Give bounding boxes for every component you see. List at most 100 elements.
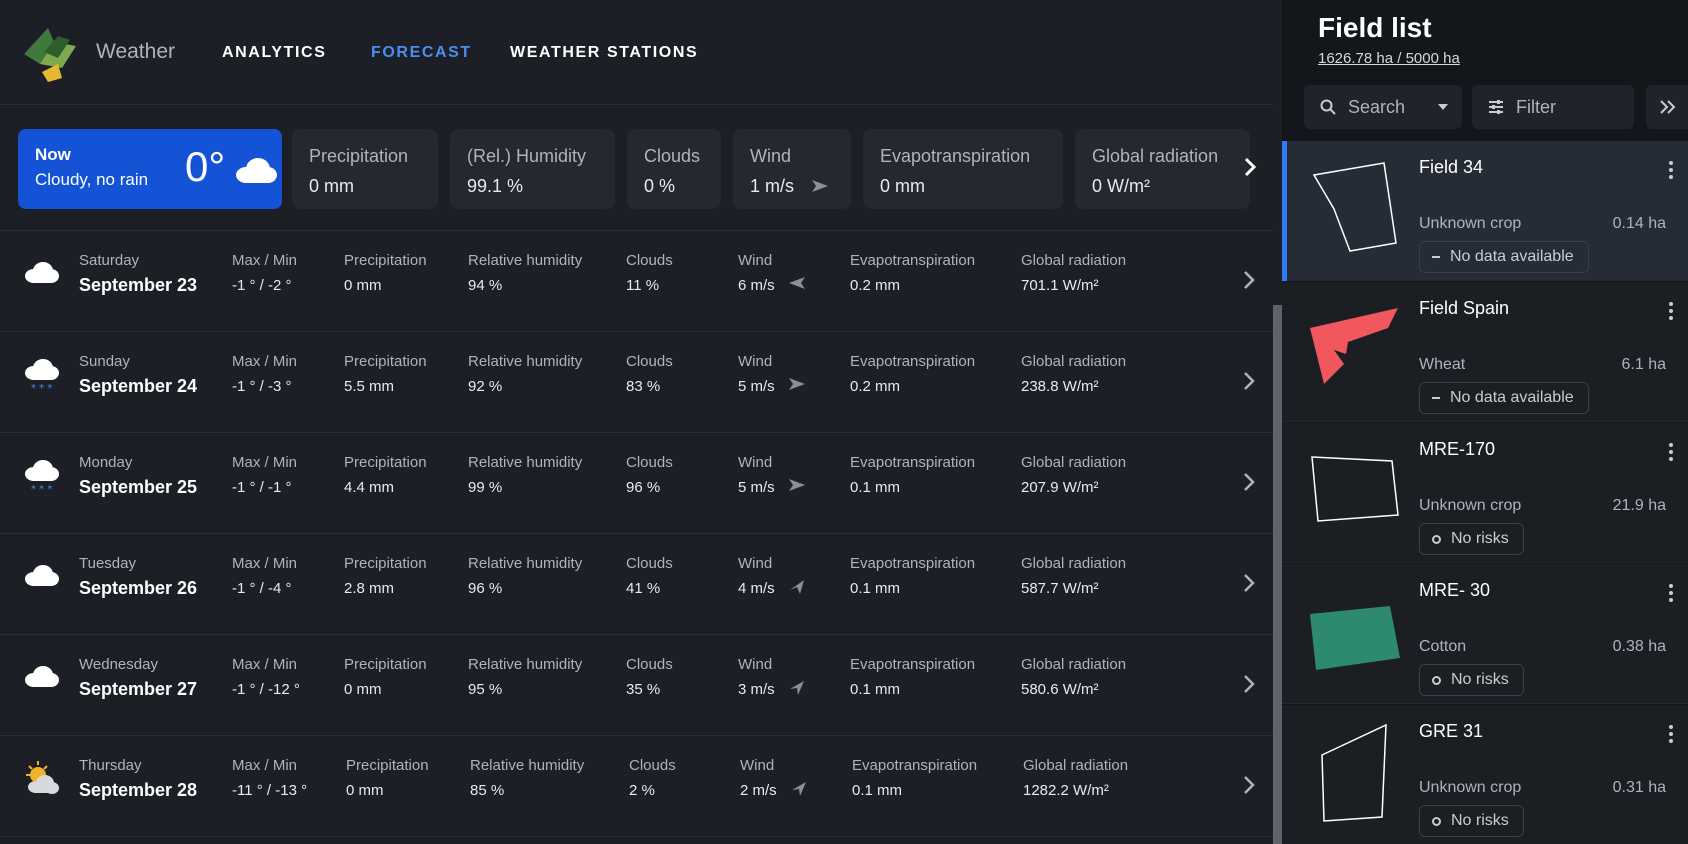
wind-value: 5 m/s xyxy=(738,378,775,395)
humidity-label: Relative humidity xyxy=(468,353,583,370)
forecast-date: September 25 xyxy=(79,477,198,497)
wind-label: Wind xyxy=(740,757,775,774)
forecast-row[interactable]: Wednesday September 27 Max / Min -1 ° / … xyxy=(0,636,1273,736)
precipitation-label: Precipitation xyxy=(344,656,427,673)
card-label: Wind xyxy=(750,146,792,166)
field-item[interactable]: MRE- 30 Cotton 0.38 ha No risks xyxy=(1282,564,1688,704)
field-crop: Wheat xyxy=(1419,356,1466,373)
forecast-day: Monday xyxy=(79,454,133,471)
forecast-row[interactable]: Thursday September 28 Max / Min -11 ° / … xyxy=(0,737,1273,837)
field-item[interactable]: Field Spain Wheat 6.1 ha No data availab… xyxy=(1282,282,1688,422)
maxmin-value: -1 ° / -3 ° xyxy=(232,378,292,395)
radiation-value: 587.7 W/m² xyxy=(1021,580,1099,597)
chevron-right-icon[interactable] xyxy=(1243,472,1255,492)
forecast-row[interactable]: * * * Sunday September 24 Max / Min -1 °… xyxy=(0,333,1273,433)
app-title: Weather xyxy=(96,40,175,63)
now-card[interactable]: Now Cloudy, no rain 0° xyxy=(18,129,282,209)
chevron-right-icon[interactable] xyxy=(1243,674,1255,694)
precipitation-value: 5.5 mm xyxy=(344,378,395,395)
now-temperature: 0° xyxy=(185,143,226,190)
snow-cloud-icon: * * * xyxy=(25,460,59,495)
radiation-value: 1282.2 W/m² xyxy=(1023,782,1109,799)
app-logo xyxy=(24,28,76,82)
card-label: Global radiation xyxy=(1092,146,1219,166)
field-size: 0.14 ha xyxy=(1612,215,1666,232)
chevron-right-icon[interactable] xyxy=(1243,775,1255,795)
humidity-card: (Rel.) Humidity 99.1 % xyxy=(450,129,615,209)
forecast-row[interactable]: Tuesday September 26 Max / Min -1 ° / -4… xyxy=(0,535,1273,635)
field-item[interactable]: Field 34 Unknown crop 0.14 ha No data av… xyxy=(1282,141,1688,281)
radiation-label: Global radiation xyxy=(1023,757,1129,774)
forecast-date: September 24 xyxy=(79,376,198,396)
forecast-day: Tuesday xyxy=(79,555,136,572)
chevron-right-icon[interactable] xyxy=(1243,573,1255,593)
scrollbar-track xyxy=(1273,0,1282,305)
chevron-right-icon[interactable] xyxy=(1243,270,1255,290)
status-text: No data available xyxy=(1450,248,1574,265)
precipitation-value: 4.4 mm xyxy=(344,479,395,496)
radiation-value: 207.9 W/m² xyxy=(1021,479,1099,496)
cloud-icon xyxy=(25,666,59,687)
evapotranspiration-value: 0.1 mm xyxy=(850,681,901,698)
sun-cloud-icon xyxy=(26,761,59,794)
humidity-value: 85 % xyxy=(470,782,505,799)
cloud-icon xyxy=(25,262,59,283)
cloud-icon xyxy=(236,158,277,183)
field-shape xyxy=(1312,162,1397,252)
evapotranspiration-value: 0.1 mm xyxy=(850,479,901,496)
dash-icon xyxy=(1432,256,1440,258)
forecast-day: Thursday xyxy=(79,757,142,774)
chevron-right-icon[interactable] xyxy=(1243,371,1255,391)
wind-label: Wind xyxy=(738,252,773,269)
humidity-value: 96 % xyxy=(468,580,503,597)
radiation-value: 580.6 W/m² xyxy=(1021,681,1099,698)
field-list-panel: Field list 1626.78 ha / 5000 ha Search F… xyxy=(1282,0,1688,844)
filter-button[interactable]: Filter xyxy=(1472,85,1634,129)
field-area-total[interactable]: 1626.78 ha / 5000 ha xyxy=(1318,50,1460,67)
tab-analytics[interactable]: ANALYTICS xyxy=(222,44,327,61)
scrollbar-thumb[interactable] xyxy=(1273,305,1282,844)
wind-value: 4 m/s xyxy=(738,580,775,597)
maxmin-value: -1 ° / -4 ° xyxy=(232,580,292,597)
search-icon xyxy=(1320,99,1336,115)
more-options-icon[interactable] xyxy=(1668,161,1674,183)
precipitation-value: 0 mm xyxy=(346,782,384,799)
card-value: 0 mm xyxy=(880,176,925,196)
weather-panel: Weather ANALYTICS FORECAST WEATHER STATI… xyxy=(0,28,1273,837)
radiation-label: Global radiation xyxy=(1021,555,1127,572)
forecast-row[interactable]: Saturday September 23 Max / Min -1 ° / -… xyxy=(0,232,1273,332)
clouds-label: Clouds xyxy=(629,757,676,774)
current-weather-summary: Now Cloudy, no rain 0° Precipitation 0 m… xyxy=(0,106,1273,231)
tab-weather-stations[interactable]: WEATHER STATIONS xyxy=(510,44,699,61)
collapse-panel-button[interactable] xyxy=(1646,85,1688,129)
field-size: 21.9 ha xyxy=(1612,497,1666,514)
more-options-icon[interactable] xyxy=(1668,443,1674,465)
radiation-label: Global radiation xyxy=(1021,454,1127,471)
more-options-icon[interactable] xyxy=(1668,302,1674,324)
chevron-right-icon[interactable] xyxy=(1243,156,1257,178)
maxmin-label: Max / Min xyxy=(232,252,298,269)
wind-card: Wind 1 m/s xyxy=(733,129,851,209)
search-dropdown[interactable]: Search xyxy=(1304,85,1462,129)
forecast-date: September 23 xyxy=(79,275,198,295)
more-options-icon[interactable] xyxy=(1668,725,1674,747)
now-condition: Cloudy, no rain xyxy=(35,170,149,189)
humidity-value: 99 % xyxy=(468,479,503,496)
tab-forecast[interactable]: FORECAST xyxy=(371,44,472,61)
wind-label: Wind xyxy=(738,656,773,673)
field-crop: Cotton xyxy=(1419,638,1467,655)
status-badge: No risks xyxy=(1419,805,1524,837)
circle-icon xyxy=(1432,675,1441,685)
status-badge: No data available xyxy=(1419,382,1589,414)
evapotranspiration-value: 0.2 mm xyxy=(850,378,901,395)
more-options-icon[interactable] xyxy=(1668,584,1674,606)
field-item[interactable]: MRE-170 Unknown crop 21.9 ha No risks xyxy=(1282,423,1688,563)
wind-value: 5 m/s xyxy=(738,479,775,496)
card-value: 1 m/s xyxy=(750,176,795,196)
evapotranspiration-label: Evapotranspiration xyxy=(850,555,976,572)
precipitation-label: Precipitation xyxy=(346,757,429,774)
maxmin-label: Max / Min xyxy=(232,353,298,370)
field-item[interactable]: GRE 31 Unknown crop 0.31 ha No risks xyxy=(1282,705,1688,844)
forecast-row[interactable]: * * * Monday September 25 Max / Min -1 °… xyxy=(0,434,1273,534)
evapotranspiration-value: 0.1 mm xyxy=(850,580,901,597)
